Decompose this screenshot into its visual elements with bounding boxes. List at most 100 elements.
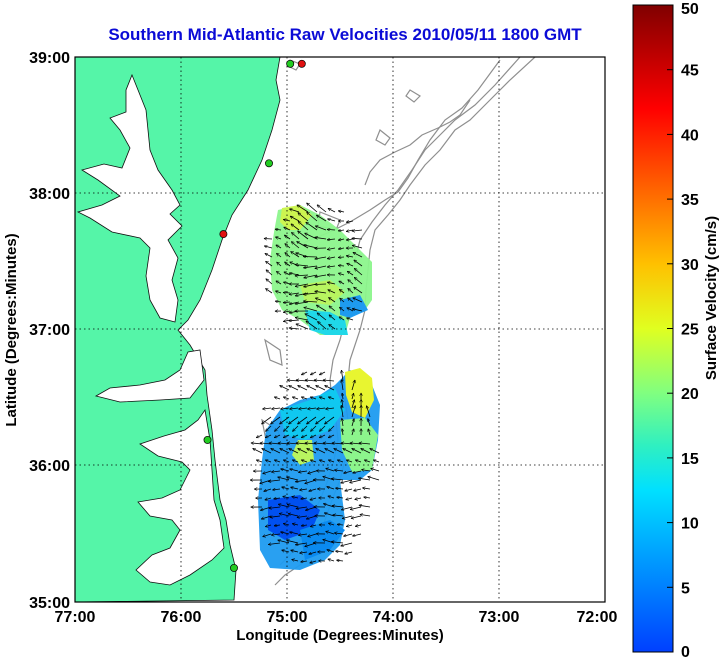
velocity-arrow [367,406,371,418]
velocity-arrow [297,204,309,213]
velocity-arrow [285,252,291,258]
velocity-arrow [261,416,272,424]
velocity-arrow [351,515,362,518]
velocity-arrow [268,543,281,545]
colorbar-tick-label: 50 [681,1,699,18]
velocity-arrow [265,525,272,527]
velocity-arrow [281,487,290,490]
velocity-arrow [359,443,371,444]
velocity-arrow [270,416,281,424]
velocity-arrow [291,232,300,240]
velocity-arrow [337,460,344,462]
y-tick-label: 39:00 [29,50,70,67]
velocity-arrow [327,239,336,240]
colorbar-tick-label: 45 [681,63,699,80]
velocity-arrow [359,505,371,508]
velocity-arrow [341,542,353,546]
velocity-arrow [298,221,309,231]
velocity-arrow [283,425,290,432]
station-marker [203,435,212,444]
velocity-arrow [298,471,308,472]
velocity-arrow [307,385,317,391]
velocity-arrow [305,313,318,321]
velocity-arrow [319,460,326,462]
velocity-arrow [274,397,281,399]
velocity-arrow [328,559,335,561]
velocity-arrow [352,470,362,473]
velocity-arrow [283,434,290,439]
velocity-arrow [306,321,318,330]
velocity-arrow [360,514,371,516]
velocity-arrow [329,324,336,330]
velocity-arrow [291,550,299,552]
velocity-arrow [298,534,308,535]
velocity-arrow [297,416,308,424]
plot-area [74,56,606,603]
pamlico-sound [135,408,225,586]
velocity-arrow [354,277,363,285]
velocity-arrow [327,248,336,250]
velocity-arrow [346,525,353,527]
velocity-arrow [286,540,299,544]
velocity-arrow [275,301,282,302]
colorbar-tick-label: 20 [681,386,699,403]
velocity-arrow [274,460,281,462]
station-marker [286,59,295,68]
velocity-arrow [310,425,317,432]
velocity-arrow [327,282,336,284]
velocity-arrow [265,460,272,462]
velocity-arrow [339,316,345,321]
velocity-arrow [325,448,335,454]
velocity-arrow [287,504,299,508]
velocity-arrow [353,298,363,303]
velocity-arrow [316,214,327,222]
velocity-arrow [298,231,309,240]
velocity-arrow [263,533,272,537]
velocity-arrow [310,561,317,563]
velocity-arrow [299,489,308,490]
velocity-arrow [275,229,282,230]
y-tick-label: 36:00 [29,458,70,475]
velocity-arrow [339,289,345,294]
velocity-arrow [338,265,345,266]
velocity-arrow [295,479,308,482]
velocity-arrow [316,304,327,312]
x-tick-label: 72:00 [577,609,618,626]
velocity-arrow [338,239,345,240]
velocity-arrow [346,221,354,222]
velocity-arrow [264,488,272,491]
velocity-arrow [270,516,281,517]
velocity-arrow [285,244,291,249]
velocity-arrow [355,460,362,462]
velocity-arrow [291,251,300,258]
velocity-arrow [353,251,363,258]
velocity-arrow [319,434,326,439]
velocity-arrow [280,385,290,391]
velocity-arrow [325,408,335,409]
velocity-arrow [266,270,273,276]
velocity-arrow [316,408,326,409]
velocity-arrow [343,470,353,473]
velocity-arrow [348,280,354,285]
velocity-arrow [301,434,308,439]
velocity-arrow [334,533,344,534]
x-tick-label: 73:00 [479,609,520,626]
velocity-arrow [349,479,362,483]
velocity-arrow [315,226,327,231]
velocity-arrow [265,425,272,432]
velocity-arrow [315,298,327,303]
velocity-arrow [332,506,344,507]
velocity-arrow [283,293,291,294]
velocity-arrow [289,469,299,472]
velocity-arrow [280,448,290,454]
y-tick-label: 38:00 [29,186,70,203]
velocity-arrow [295,542,308,545]
velocity-arrow [355,525,362,526]
velocity-arrow [361,448,371,454]
velocity-arrow [256,434,263,439]
velocity-arrow [283,496,290,498]
velocity-arrow [274,425,281,432]
chesapeake-bay [76,73,183,323]
velocity-arrow [274,498,281,499]
